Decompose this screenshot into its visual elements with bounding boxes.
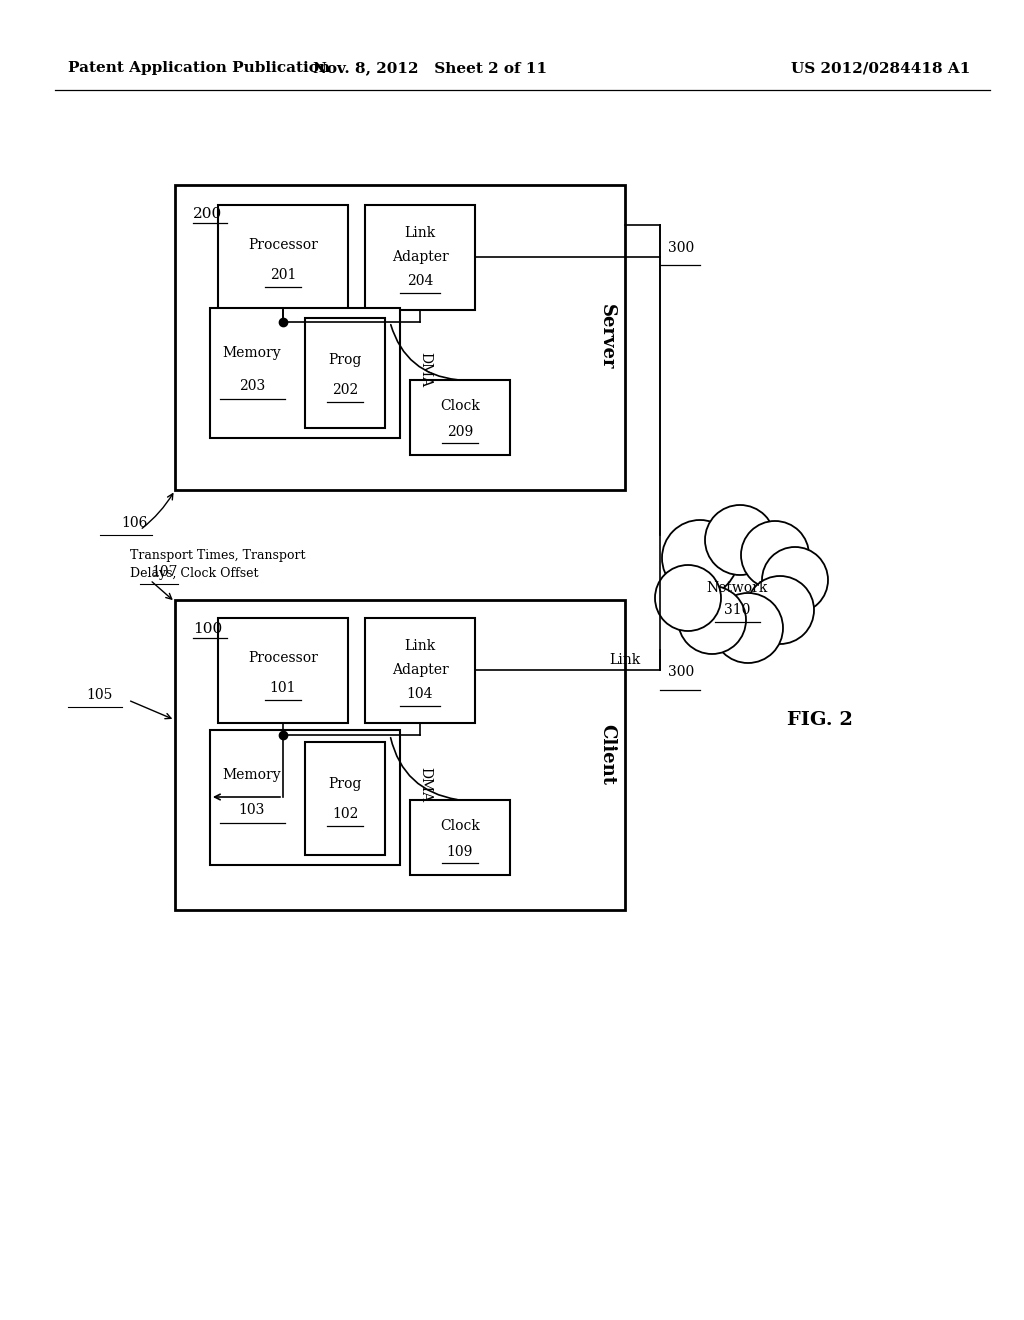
Bar: [210, 308, 400, 438]
Text: Nov. 8, 2012   Sheet 2 of 11: Nov. 8, 2012 Sheet 2 of 11: [313, 61, 547, 75]
Text: 104: 104: [407, 686, 433, 701]
Text: 202: 202: [332, 383, 358, 397]
Circle shape: [741, 521, 809, 589]
Text: 201: 201: [269, 268, 296, 282]
Bar: [365, 205, 475, 310]
Text: 101: 101: [269, 681, 296, 696]
Text: 209: 209: [446, 425, 473, 440]
Text: 105: 105: [87, 688, 113, 702]
Text: 109: 109: [446, 845, 473, 859]
Bar: [175, 601, 625, 909]
Text: 200: 200: [193, 207, 222, 220]
FancyArrowPatch shape: [390, 738, 458, 800]
Text: 300: 300: [668, 242, 694, 255]
Text: 100: 100: [193, 622, 222, 636]
Text: 102: 102: [332, 807, 358, 821]
Text: Clock: Clock: [440, 399, 480, 413]
Text: 204: 204: [407, 275, 433, 288]
Bar: [175, 185, 625, 490]
FancyArrowPatch shape: [391, 325, 458, 380]
Text: Delays, Clock Offset: Delays, Clock Offset: [130, 566, 258, 579]
Bar: [365, 618, 475, 723]
Bar: [218, 618, 348, 723]
Text: Adapter: Adapter: [391, 249, 449, 264]
Text: Patent Application Publication: Patent Application Publication: [68, 61, 330, 75]
Bar: [410, 380, 510, 455]
Text: Client: Client: [598, 725, 616, 785]
Text: FIG. 2: FIG. 2: [787, 711, 853, 729]
Text: Memory: Memory: [222, 768, 282, 781]
Circle shape: [662, 520, 738, 597]
Text: 310: 310: [724, 603, 751, 616]
Text: 203: 203: [239, 379, 265, 393]
Text: Prog: Prog: [329, 352, 361, 367]
Text: 107: 107: [152, 565, 178, 579]
Circle shape: [655, 565, 721, 631]
Text: Memory: Memory: [222, 346, 282, 360]
Text: Server: Server: [598, 304, 616, 370]
Text: Link: Link: [609, 653, 641, 667]
Text: Transport Times, Transport: Transport Times, Transport: [130, 549, 305, 561]
Text: Processor: Processor: [248, 238, 317, 252]
Text: Link: Link: [404, 639, 435, 653]
Text: Network: Network: [707, 581, 768, 595]
Bar: [305, 318, 385, 428]
Text: DMA: DMA: [418, 767, 432, 803]
Circle shape: [762, 546, 828, 612]
Text: Processor: Processor: [248, 651, 317, 665]
Text: DMA: DMA: [418, 352, 432, 388]
Text: Link: Link: [404, 226, 435, 240]
Bar: [410, 800, 510, 875]
Text: Clock: Clock: [440, 818, 480, 833]
Circle shape: [705, 506, 775, 576]
Text: US 2012/0284418 A1: US 2012/0284418 A1: [791, 61, 970, 75]
Bar: [218, 205, 348, 310]
Text: 103: 103: [239, 803, 265, 817]
Text: Prog: Prog: [329, 777, 361, 791]
Circle shape: [746, 576, 814, 644]
Circle shape: [678, 586, 746, 653]
Text: 106: 106: [122, 516, 148, 531]
Text: 300: 300: [668, 665, 694, 678]
Bar: [305, 742, 385, 855]
Bar: [210, 730, 400, 865]
Circle shape: [713, 593, 783, 663]
Text: Adapter: Adapter: [391, 663, 449, 677]
